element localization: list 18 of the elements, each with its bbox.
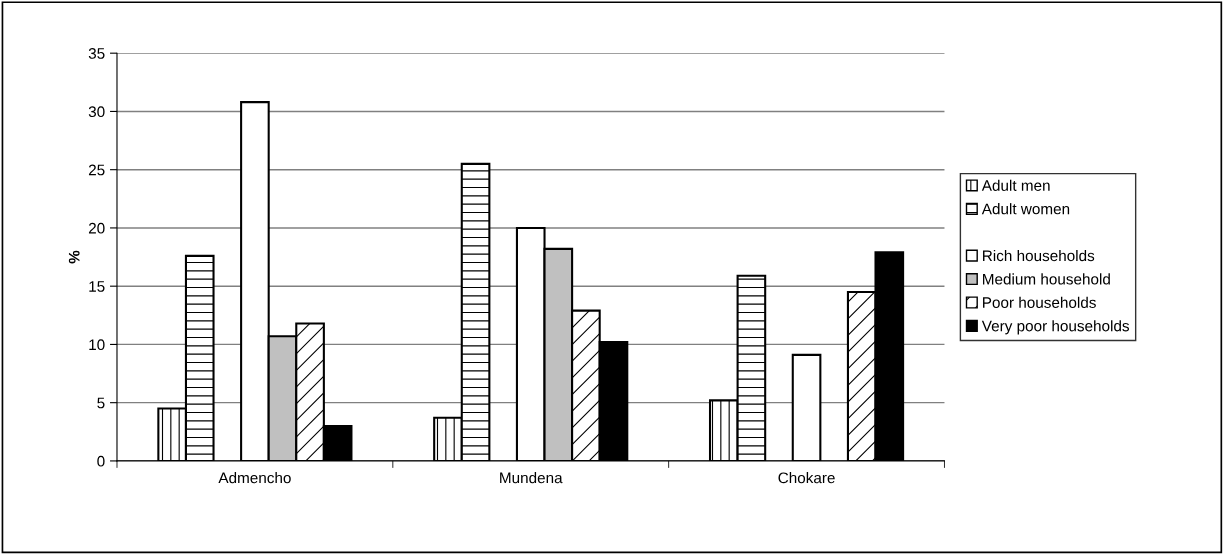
legend-label: Adult women — [981, 203, 1070, 215]
y-tick-label: 0 — [97, 455, 105, 467]
y-tick-label: 25 — [88, 164, 105, 176]
legend-label: Very poor households — [981, 320, 1130, 335]
y-tick-label: 5 — [97, 397, 105, 409]
y-tick-label: 10 — [89, 339, 105, 351]
legend-label: Poor households — [983, 296, 1096, 308]
x-tick-label: Mundena — [500, 472, 563, 484]
legend-label: Adult men — [981, 179, 1050, 191]
legend-label: Rich households — [983, 249, 1095, 262]
x-tick-label: Admencho — [218, 472, 291, 484]
y-tick-label: 30 — [88, 106, 105, 118]
y-tick-label: 15 — [89, 281, 105, 292]
legend-label: Medium household — [983, 273, 1110, 285]
y-axis-title: % — [68, 250, 80, 264]
x-tick-label: Chokare — [778, 472, 835, 484]
y-tick-label: 20 — [88, 222, 105, 234]
y-tick-label: 35 — [88, 48, 105, 59]
